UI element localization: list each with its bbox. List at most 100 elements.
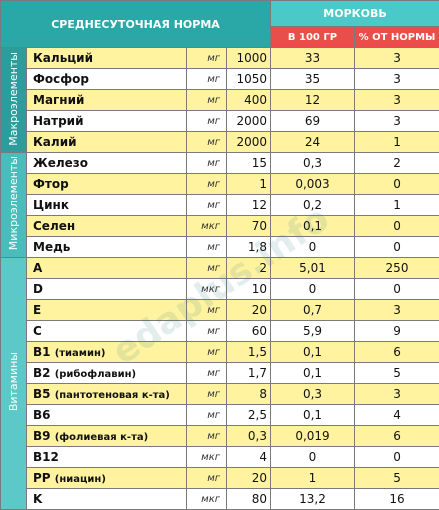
norm-value: 2000 xyxy=(227,111,271,132)
per100-value: 1 xyxy=(271,468,355,489)
per100-value: 0,3 xyxy=(271,384,355,405)
per100-value: 35 xyxy=(271,69,355,90)
nutrient-name-text: B9 xyxy=(33,429,51,443)
unit: мг xyxy=(187,111,227,132)
per100-value: 0,003 xyxy=(271,174,355,195)
nutrient-note: (рибофлавин) xyxy=(55,369,136,380)
norm-header: СРЕДНЕСУТОЧНАЯ НОРМА xyxy=(1,1,271,48)
nutrient-name: B5 (пантотеновая к-та) xyxy=(27,384,187,405)
nutrient-name: Селен xyxy=(27,216,187,237)
nutrient-name: Цинк xyxy=(27,195,187,216)
unit: мкг xyxy=(187,279,227,300)
norm-value: 1,8 xyxy=(227,237,271,258)
percent-value: 6 xyxy=(355,342,439,363)
unit: мг xyxy=(187,237,227,258)
nutrient-name: B6 xyxy=(27,405,187,426)
unit: мг xyxy=(187,342,227,363)
unit: мг xyxy=(187,405,227,426)
nutrient-name: Медь xyxy=(27,237,187,258)
nutrient-name: Кальций xyxy=(27,48,187,69)
per100-value: 0,1 xyxy=(271,405,355,426)
nutrient-name: B1 (тиамин) xyxy=(27,342,187,363)
percent-value: 3 xyxy=(355,111,439,132)
per100-header: В 100 ГР xyxy=(271,27,355,48)
norm-value: 2 xyxy=(227,258,271,279)
nutrient-name: PP (ниацин) xyxy=(27,468,187,489)
percent-value: 16 xyxy=(355,489,439,510)
unit: мг xyxy=(187,195,227,216)
group-label-text: Микроэлементы xyxy=(7,156,20,250)
nutrient-name: E xyxy=(27,300,187,321)
per100-value: 0,7 xyxy=(271,300,355,321)
percent-value: 1 xyxy=(355,132,439,153)
per100-value: 0,1 xyxy=(271,216,355,237)
percent-value: 0 xyxy=(355,447,439,468)
percent-value: 5 xyxy=(355,468,439,489)
nutrient-note: (тиамин) xyxy=(55,348,106,359)
nutrient-note: (фолиевая к-та) xyxy=(55,432,149,443)
norm-value: 2000 xyxy=(227,132,271,153)
nutrient-name: Калий xyxy=(27,132,187,153)
nutrient-name-text: Натрий xyxy=(33,114,84,128)
per100-value: 0,1 xyxy=(271,342,355,363)
percent-value: 2 xyxy=(355,153,439,174)
per100-value: 0,019 xyxy=(271,426,355,447)
group-label-vitamins: Витамины xyxy=(1,258,27,510)
nutrient-name-text: Селен xyxy=(33,219,75,233)
norm-value: 1000 xyxy=(227,48,271,69)
norm-value: 1,7 xyxy=(227,363,271,384)
percent-value: 0 xyxy=(355,216,439,237)
product-header: МОРКОВЬ xyxy=(271,1,439,27)
norm-value: 1,5 xyxy=(227,342,271,363)
norm-value: 8 xyxy=(227,384,271,405)
percent-value: 3 xyxy=(355,69,439,90)
nutrient-name-text: B5 xyxy=(33,387,51,401)
nutrient-name-text: Медь xyxy=(33,240,70,254)
unit: мг xyxy=(187,363,227,384)
unit: мг xyxy=(187,321,227,342)
nutrient-name: Фосфор xyxy=(27,69,187,90)
norm-value: 20 xyxy=(227,468,271,489)
nutrient-name-text: D xyxy=(33,282,43,296)
percent-value: 9 xyxy=(355,321,439,342)
nutrient-name-text: Кальций xyxy=(33,51,93,65)
per100-value: 0 xyxy=(271,447,355,468)
nutrient-name: B9 (фолиевая к-та) xyxy=(27,426,187,447)
norm-value: 1 xyxy=(227,174,271,195)
nutrient-name-text: Магний xyxy=(33,93,84,107)
percent-value: 0 xyxy=(355,237,439,258)
norm-value: 10 xyxy=(227,279,271,300)
unit: мкг xyxy=(187,447,227,468)
unit: мг xyxy=(187,132,227,153)
norm-value: 80 xyxy=(227,489,271,510)
per100-value: 12 xyxy=(271,90,355,111)
nutrient-name-text: Фосфор xyxy=(33,72,89,86)
percent-value: 1 xyxy=(355,195,439,216)
nutrient-name: B12 xyxy=(27,447,187,468)
nutrient-name-text: PP xyxy=(33,471,51,485)
unit: мг xyxy=(187,90,227,111)
percent-value: 3 xyxy=(355,300,439,321)
norm-value: 70 xyxy=(227,216,271,237)
per100-value: 13,2 xyxy=(271,489,355,510)
nutrient-name-text: B1 xyxy=(33,345,51,359)
percent-value: 0 xyxy=(355,279,439,300)
nutrient-note: (ниацин) xyxy=(55,474,106,485)
percent-value: 250 xyxy=(355,258,439,279)
unit: мг xyxy=(187,48,227,69)
nutrient-name: C xyxy=(27,321,187,342)
per100-value: 24 xyxy=(271,132,355,153)
nutrient-name-text: E xyxy=(33,303,41,317)
unit: мг xyxy=(187,384,227,405)
